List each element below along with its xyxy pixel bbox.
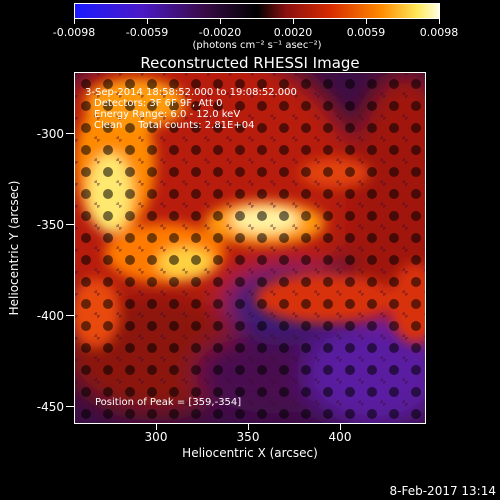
time-range-text: 3-Sep-2014 18:58:52.000 to 19:08:52.000: [85, 87, 297, 98]
x-axis-tick: [156, 424, 157, 430]
y-axis-tick: [66, 133, 74, 134]
colorbar-tick-label: 0.0098: [419, 26, 459, 39]
colorbar-tick-label: 0.0020: [273, 26, 313, 39]
x-axis-tick-label: 300: [144, 430, 168, 444]
colorbar-tick: [293, 19, 294, 24]
colorbar: [74, 3, 440, 19]
colorbar-tick-label: -0.0098: [52, 26, 96, 39]
y-axis-tick-label: -350: [36, 218, 64, 232]
colorbar-tick: [220, 19, 221, 24]
rhessi-image-pixels: [75, 73, 425, 423]
y-axis-label: Heliocentric Y (arcsec): [7, 180, 21, 316]
image-title: Reconstructed RHESSI Image: [140, 54, 360, 72]
x-axis-tick: [248, 424, 249, 430]
y-axis-tick: [66, 406, 74, 407]
y-axis-tick-label: -300: [36, 127, 64, 141]
colorbar-tick-label: -0.0059: [125, 26, 169, 39]
colorbar-tick-label: 0.0059: [346, 26, 386, 39]
colorbar-units: (photons cm⁻² s⁻¹ asec⁻²): [192, 40, 322, 51]
colorbar-tick: [147, 19, 148, 24]
x-axis-tick: [340, 424, 341, 430]
colorbar-tick: [366, 19, 367, 24]
y-axis-tick: [66, 224, 74, 225]
datestamp: 8-Feb-2017 13:14: [389, 484, 496, 498]
clean-counts-text: Clean Total counts: 2.81E+04: [94, 120, 255, 131]
y-axis-tick-label: -450: [36, 400, 64, 414]
colorbar-tick: [74, 19, 75, 24]
detectors-text: Detectors: 3F 6F 9F, Att 0: [94, 98, 223, 109]
energy-range-text: Energy Range: 6.0 - 12.0 keV: [94, 109, 241, 120]
colorbar-tick-label: -0.0020: [198, 26, 242, 39]
rhessi-image: 3-Sep-2014 18:58:52.000 to 19:08:52.000 …: [74, 72, 426, 424]
x-axis-tick-label: 400: [328, 430, 352, 444]
x-axis-tick-label: 350: [236, 430, 260, 444]
y-axis-tick-label: -400: [36, 309, 64, 323]
y-axis-tick: [66, 315, 74, 316]
x-axis-label: Heliocentric X (arcsec): [182, 446, 318, 460]
colorbar-tick: [439, 19, 440, 24]
peak-position-text: Position of Peak = [359,-354]: [95, 397, 242, 408]
